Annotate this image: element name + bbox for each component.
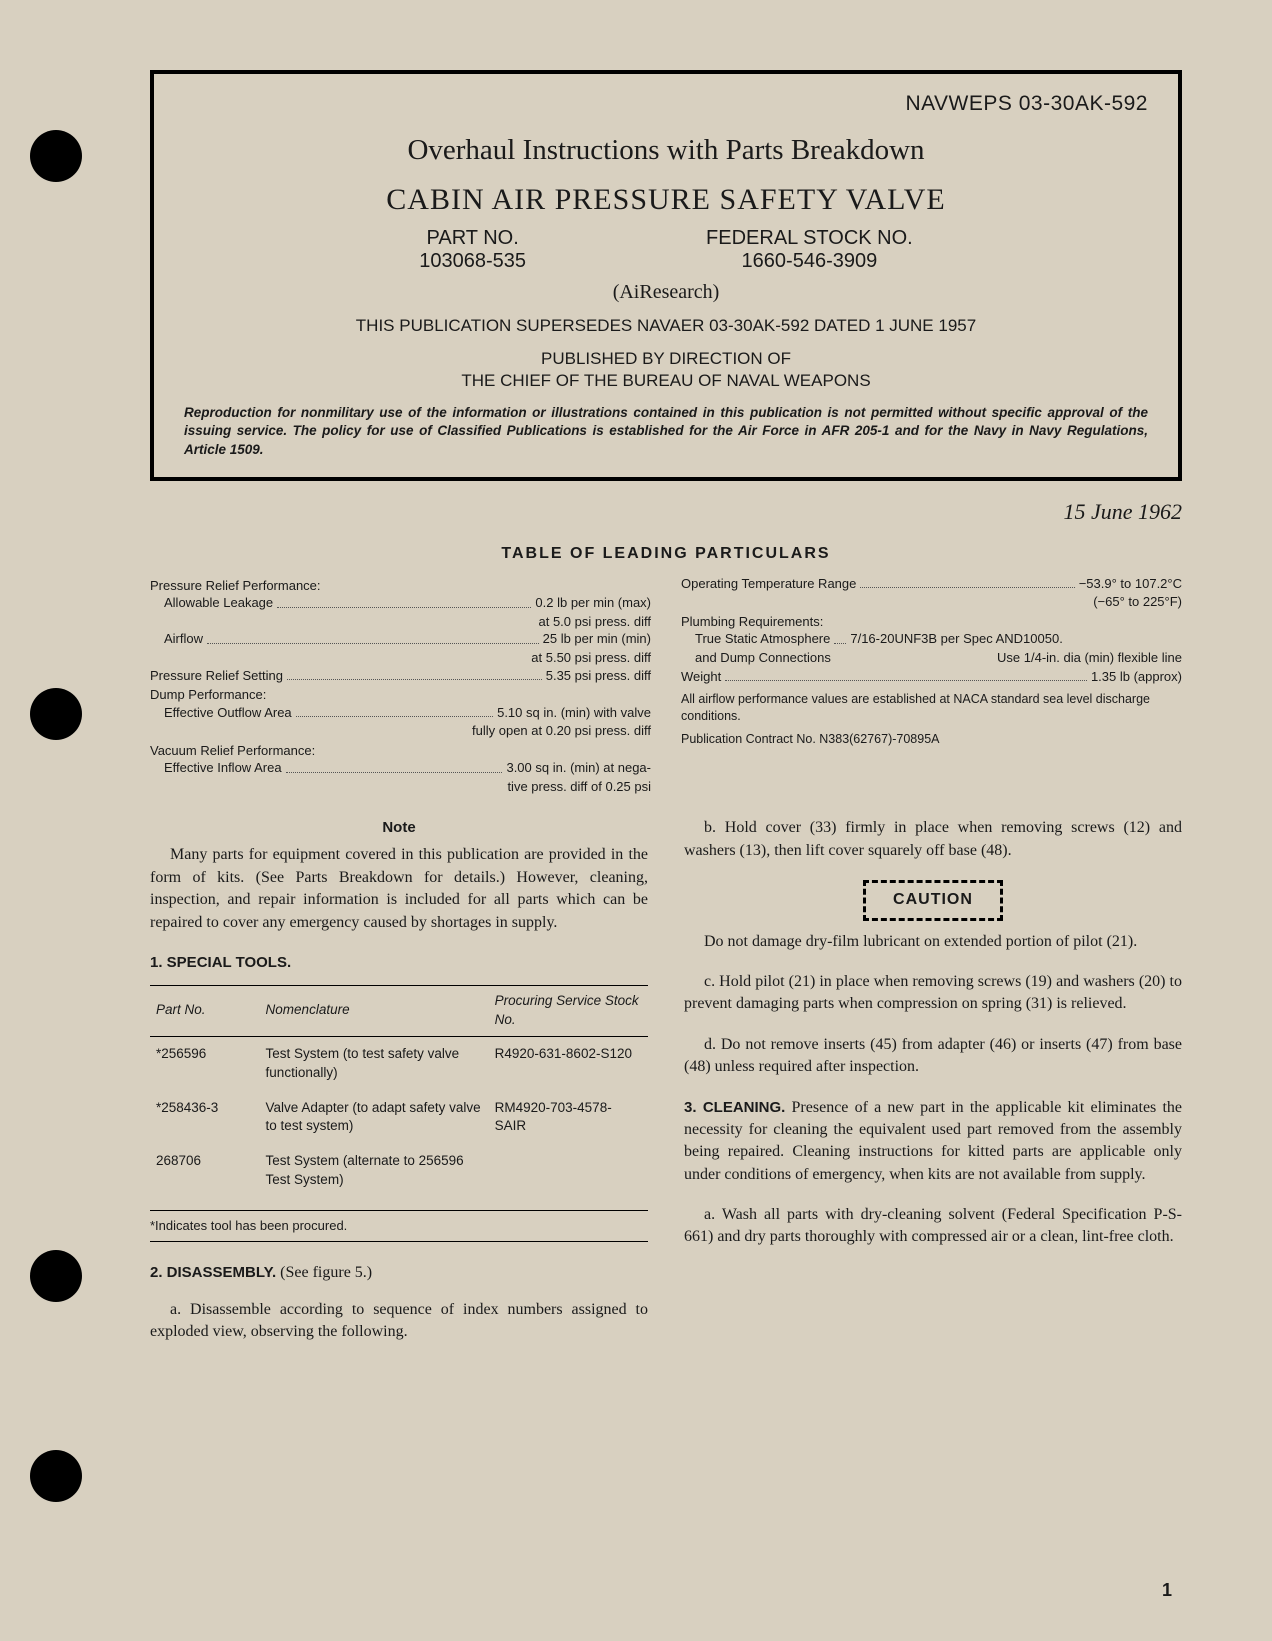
particulars-heading: TABLE OF LEADING PARTICULARS (150, 545, 1182, 563)
spec-footnote: Publication Contract No. N383(62767)-708… (681, 731, 1182, 748)
spec-extra: tive press. diff of 0.25 psi (150, 778, 651, 796)
spec-value: 3.00 sq in. (min) at nega- (506, 759, 651, 777)
published-line1: PUBLISHED BY DIRECTION OF (541, 349, 791, 368)
table-row: *258436-3 Valve Adapter (to adapt safety… (150, 1091, 648, 1145)
right-column: b. Hold cover (33) firmly in place when … (684, 817, 1182, 1361)
paragraph-3a: a. Wash all parts with dry-cleaning solv… (684, 1204, 1182, 1249)
stock-no-value: 1660-546-3909 (706, 250, 913, 273)
publication-date: 15 June 1962 (150, 499, 1182, 525)
stock-no-label: FEDERAL STOCK NO. (706, 227, 913, 250)
table-cell: *258436-3 (150, 1091, 260, 1145)
table-row: 268706 Test System (alternate to 256596 … (150, 1144, 648, 1202)
spec-label: True Static Atmosphere (695, 630, 830, 648)
part-no-value: 103068-535 (419, 250, 526, 273)
spec-extra: fully open at 0.20 psi press. diff (150, 722, 651, 740)
table-cell: R4920-631-8602-S120 (489, 1036, 648, 1090)
spec-value: −53.9° to 107.2°C (1079, 575, 1182, 593)
published-line2: THE CHIEF OF THE BUREAU OF NAVAL WEAPONS (461, 371, 870, 390)
supersedes-line: THIS PUBLICATION SUPERSEDES NAVAER 03-30… (184, 316, 1148, 336)
spec-value: Use 1/4-in. dia (min) flexible line (997, 649, 1182, 667)
disclaimer-text: Reproduction for nonmilitary use of the … (184, 404, 1148, 459)
punch-hole (30, 1450, 82, 1502)
punch-hole (30, 688, 82, 740)
spec-label: and Dump Connections (695, 649, 831, 667)
spec-label: Effective Inflow Area (164, 759, 282, 777)
particulars-right-col: Operating Temperature Range −53.9° to 107… (681, 575, 1182, 796)
document-id: NAVWEPS 03-30AK-592 (184, 92, 1148, 116)
section-2-heading: 2. DISASSEMBLY. (150, 1264, 276, 1281)
title-subtitle: Overhaul Instructions with Parts Breakdo… (184, 134, 1148, 167)
spec-label: Pressure Relief Setting (150, 667, 283, 685)
spec-section: Plumbing Requirements: (681, 613, 1182, 631)
table-col-header: Procuring Service Stock No. (489, 985, 648, 1036)
spec-label: Effective Outflow Area (164, 704, 292, 722)
left-column: Note Many parts for equipment covered in… (150, 817, 648, 1361)
spec-value: 25 lb per min (min) (543, 630, 651, 648)
spec-label: Allowable Leakage (164, 594, 273, 612)
paragraph-2c: c. Hold pilot (21) in place when removin… (684, 971, 1182, 1016)
table-cell (489, 1144, 648, 1202)
table-cell: RM4920-703-4578-SAIR (489, 1091, 648, 1145)
spec-value: 7/16-20UNF3B per Spec AND10050. (850, 630, 1062, 648)
note-paragraph: Many parts for equipment covered in this… (150, 844, 648, 934)
spec-label: Operating Temperature Range (681, 575, 856, 593)
table-col-header: Nomenclature (260, 985, 489, 1036)
spec-extra: at 5.50 psi press. diff (150, 649, 651, 667)
spec-section: Dump Performance: (150, 686, 651, 704)
spec-section: Pressure Relief Performance: (150, 577, 651, 595)
table-footnote: *Indicates tool has been procured. (150, 1210, 648, 1242)
punch-hole (30, 1250, 82, 1302)
title-main: CABIN AIR PRESSURE SAFETY VALVE (184, 183, 1148, 217)
spec-value: 5.35 psi press. diff (546, 667, 651, 685)
table-cell: 268706 (150, 1144, 260, 1202)
particulars-left-col: Pressure Relief Performance: Allowable L… (150, 575, 651, 796)
spec-label: Airflow (164, 630, 203, 648)
table-col-header: Part No. (150, 985, 260, 1036)
paragraph-2b: b. Hold cover (33) firmly in place when … (684, 817, 1182, 862)
published-by: PUBLISHED BY DIRECTION OF THE CHIEF OF T… (184, 348, 1148, 392)
table-cell: Valve Adapter (to adapt safety valve to … (260, 1091, 489, 1145)
spec-label: Weight (681, 668, 721, 686)
paragraph-2a: a. Disassemble according to sequence of … (150, 1299, 648, 1344)
spec-footnote: All airflow performance values are estab… (681, 691, 1182, 725)
particulars-table: Pressure Relief Performance: Allowable L… (150, 575, 1182, 796)
spec-section: Vacuum Relief Performance: (150, 742, 651, 760)
punch-hole (30, 130, 82, 182)
spec-extra: (−65° to 225°F) (681, 593, 1182, 611)
spec-value: 0.2 lb per min (max) (535, 594, 651, 612)
manufacturer: (AiResearch) (184, 281, 1148, 304)
table-cell: Test System (to test safety valve functi… (260, 1036, 489, 1090)
caution-text: Do not damage dry-film lubricant on exte… (684, 931, 1182, 953)
body-text: Note Many parts for equipment covered in… (150, 817, 1182, 1361)
note-heading: Note (150, 817, 648, 838)
special-tools-table: Part No. Nomenclature Procuring Service … (150, 985, 648, 1202)
table-cell: *256596 (150, 1036, 260, 1090)
section-3-heading: 3. CLEANING. (684, 1099, 785, 1116)
paragraph-2d: d. Do not remove inserts (45) from adapt… (684, 1034, 1182, 1079)
table-row: *256596 Test System (to test safety valv… (150, 1036, 648, 1090)
table-cell: Test System (alternate to 256596 Test Sy… (260, 1144, 489, 1202)
spec-value: 5.10 sq in. (min) with valve (497, 704, 651, 722)
caution-box: CAUTION (863, 880, 1003, 920)
section-2-ref: (See figure 5.) (276, 1264, 372, 1281)
title-block: NAVWEPS 03-30AK-592 Overhaul Instruction… (150, 70, 1182, 481)
spec-value: 1.35 lb (approx) (1091, 668, 1182, 686)
part-no-label: PART NO. (419, 227, 526, 250)
page-number: 1 (1162, 1580, 1172, 1601)
section-1-heading: 1. SPECIAL TOOLS. (150, 952, 648, 973)
spec-extra: at 5.0 psi press. diff (150, 613, 651, 631)
